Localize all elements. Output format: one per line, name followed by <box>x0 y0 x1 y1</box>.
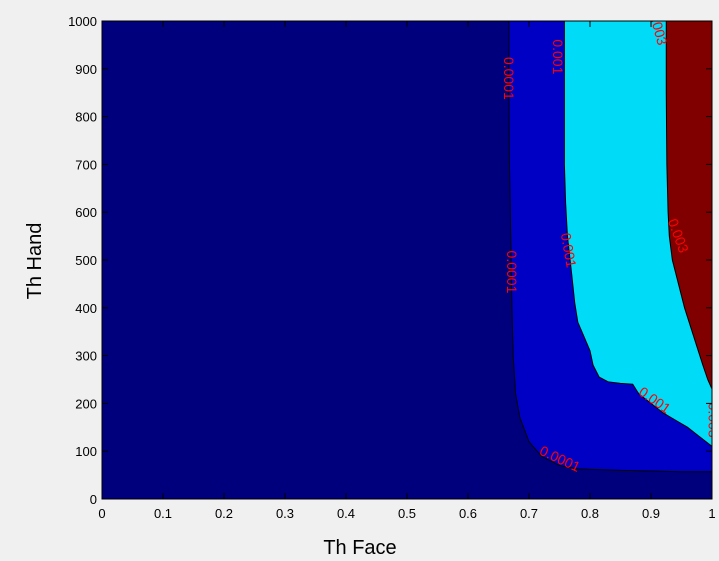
x-tick-label: 0.4 <box>337 506 355 521</box>
contour-label: 0.001 <box>558 232 580 269</box>
x-axis-title: Th Face <box>323 537 396 559</box>
contour-label: 0.001 <box>550 39 566 74</box>
contour-label: 0.003 <box>705 403 719 438</box>
x-tick-label: 0.8 <box>581 506 599 521</box>
contour-region-0.003 <box>666 21 712 390</box>
y-tick-label: 900 <box>75 62 97 77</box>
x-tick-label: 0.3 <box>276 506 294 521</box>
y-tick-label: 1000 <box>68 14 97 29</box>
contour-label: 0.0001 <box>504 251 520 294</box>
y-tick-label: 0 <box>90 492 97 507</box>
y-tick-label: 100 <box>75 444 97 459</box>
y-tick-label: 300 <box>75 349 97 364</box>
x-tick-label: 0.6 <box>459 506 477 521</box>
y-tick-label: 200 <box>75 396 97 411</box>
y-tick-label: 800 <box>75 110 97 125</box>
x-tick-label: 0.9 <box>642 506 660 521</box>
x-tick-label: 0 <box>98 506 105 521</box>
y-tick-label: 500 <box>75 253 97 268</box>
x-tick-label: 0.5 <box>398 506 416 521</box>
y-tick-label: 700 <box>75 157 97 172</box>
contour-label: 0.0001 <box>501 57 517 100</box>
y-axis-title: Th Hand <box>24 223 46 300</box>
y-tick-label: 600 <box>75 205 97 220</box>
x-tick-label: 0.2 <box>215 506 233 521</box>
contour-line-0.001 <box>563 21 712 447</box>
contour-line-0.0001 <box>508 21 712 473</box>
x-tick-label: 0.7 <box>520 506 538 521</box>
contour-line-0.003 <box>665 21 712 390</box>
x-tick-label: 0.1 <box>154 506 172 521</box>
x-tick-label: 1 <box>708 506 715 521</box>
y-tick-label: 400 <box>75 301 97 316</box>
